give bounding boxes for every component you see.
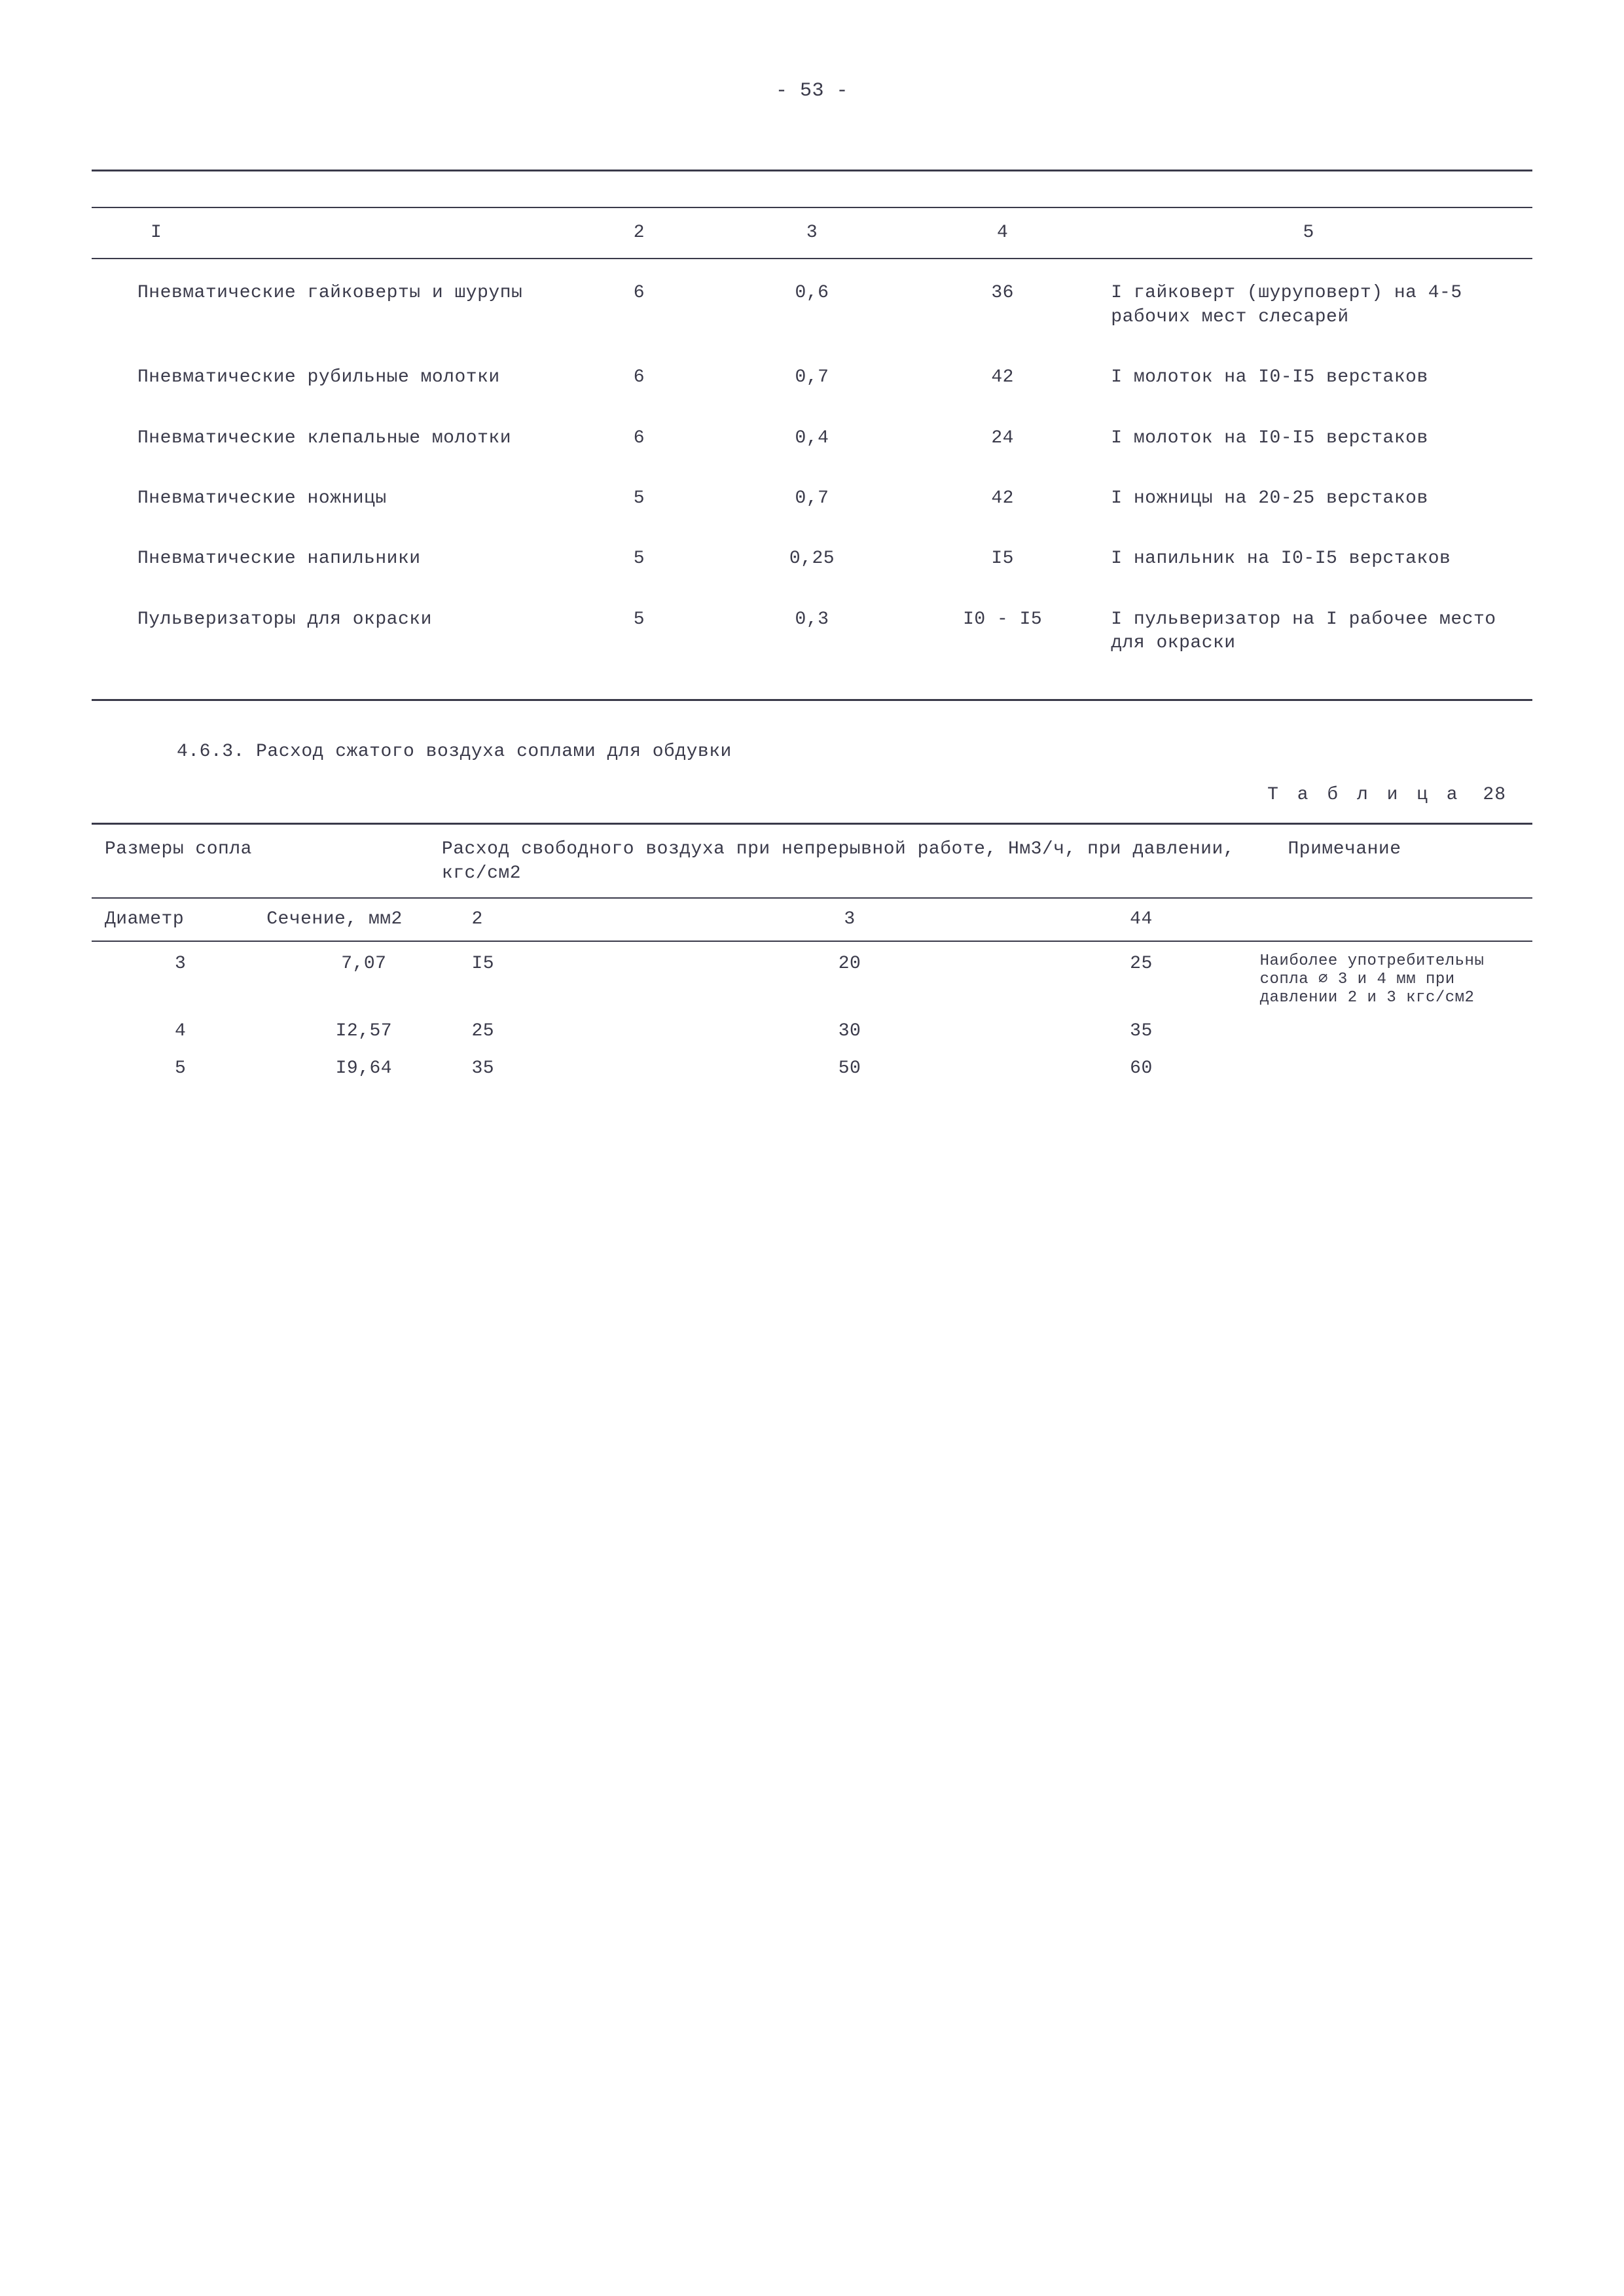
table-row: Пневматические рубильные молотки 6 0,7 4…	[92, 348, 1532, 408]
note: I молоток на I0-I5 верстаков	[1104, 366, 1513, 389]
rule	[92, 207, 1532, 208]
col-header: I	[111, 221, 555, 245]
caption-word: Т а б л и ц а	[1267, 785, 1461, 805]
cell: 5	[568, 608, 710, 632]
table-header-row: Размеры сопла Расход свободного воздуха …	[92, 830, 1532, 893]
col-header: Сече­ние, мм2	[266, 908, 461, 931]
rule	[92, 170, 1532, 171]
table-row: 3 7,07 I5 20 25 Наиболее употребите­льны…	[92, 946, 1532, 1013]
note: I напильник на I0-I5 верстаков	[1104, 547, 1513, 571]
rule	[92, 897, 1532, 899]
cell: 25	[1033, 952, 1249, 976]
cell: 0,7	[723, 366, 901, 389]
cell: I2,57	[266, 1020, 461, 1043]
cell: 25	[472, 1020, 666, 1043]
cell: I9,64	[266, 1057, 461, 1081]
col-header: 3	[723, 221, 901, 245]
rule	[92, 941, 1532, 942]
cell: 4	[105, 1020, 256, 1043]
cell: 35	[472, 1057, 666, 1081]
table-row: 4 I2,57 25 30 35	[92, 1013, 1532, 1050]
section-title: 4.6.3. Расход сжатого воздуха соплами дл…	[92, 740, 1532, 764]
cell: 7,07	[266, 952, 461, 976]
note: I пульвериза­тор на I рабо­чее место для…	[1104, 608, 1513, 656]
cell: 3	[105, 952, 256, 976]
cell: 42	[914, 487, 1091, 511]
cell: I5	[914, 547, 1091, 571]
note: I гайковерт (шуруповерт) на 4-5 рабочих …	[1104, 281, 1513, 329]
cell: 0,7	[723, 487, 901, 511]
note: I молоток на I0-I5 верстаков	[1104, 427, 1513, 450]
tool-name: Пневматические клепальные мо­лотки	[111, 427, 555, 450]
col-header: Приме­чание	[1288, 838, 1520, 886]
cell: 30	[677, 1020, 1023, 1043]
cell: 6	[568, 366, 710, 389]
col-header: Диа­метр	[105, 908, 256, 931]
table-row: Пневматические ножницы 5 0,7 42 I ножниц…	[92, 469, 1532, 529]
cell: 36	[914, 281, 1091, 305]
tools-table: I 2 3 4 5 Пневматические гайковерты и шу…	[92, 170, 1532, 701]
col-header: 5	[1104, 221, 1513, 245]
table-row: 5 I9,64 35 50 60	[92, 1050, 1532, 1087]
cell: I5	[472, 952, 666, 976]
tool-name: Пневматические рубильные молотки	[111, 366, 555, 389]
cell: 0,25	[723, 547, 901, 571]
table-header-row: I 2 3 4 5	[92, 212, 1532, 254]
tool-name: Пневматические гайковерты и шурупы	[111, 281, 555, 305]
table-row: Пневматические гайковерты и шурупы 6 0,6…	[92, 263, 1532, 348]
rule	[92, 699, 1532, 701]
table-caption: Т а б л и ц а 28	[92, 783, 1532, 807]
cell: 6	[568, 281, 710, 305]
page-number: - 53 -	[92, 79, 1532, 104]
cell: 24	[914, 427, 1091, 450]
cell: I0 - I5	[914, 608, 1091, 632]
col-header: 2	[568, 221, 710, 245]
table-row: Пневматические клепальные мо­лотки 6 0,4…	[92, 408, 1532, 469]
nozzle-table: Размеры сопла Расход свободного воздуха …	[92, 823, 1532, 1087]
table-number: 28	[1483, 785, 1506, 805]
table-note: Наиболее употребите­льны сопла ⌀ 3 и 4 м…	[1260, 952, 1519, 1007]
tool-name: Пневматические напильники	[111, 547, 555, 571]
cell: 42	[914, 366, 1091, 389]
tool-name: Пневматические ножницы	[111, 487, 555, 511]
cell: 5	[105, 1057, 256, 1081]
col-header: Размеры сопла	[105, 838, 429, 886]
rule	[92, 823, 1532, 825]
cell: 5	[568, 547, 710, 571]
table-row: Пневматические напильники 5 0,25 I5 I на…	[92, 529, 1532, 589]
cell: 6	[568, 427, 710, 450]
cell: 50	[677, 1057, 1023, 1081]
cell: 0,4	[723, 427, 901, 450]
cell: 5	[568, 487, 710, 511]
col-header: Расход свободного воздуха при непрерывно…	[442, 838, 1275, 886]
table-subheader-row: Диа­метр Сече­ние, мм2 2 3 44	[92, 903, 1532, 937]
col-header: 2	[472, 908, 666, 931]
tool-name: Пульверизаторы для окраски	[111, 608, 555, 632]
table-row: Пульверизаторы для окраски 5 0,3 I0 - I5…	[92, 590, 1532, 674]
cell: 20	[677, 952, 1023, 976]
cell: 60	[1033, 1057, 1249, 1081]
col-header: 4	[914, 221, 1091, 245]
col-header: 3	[677, 908, 1023, 931]
col-header: 44	[1033, 908, 1249, 931]
rule	[92, 258, 1532, 259]
cell: 0,6	[723, 281, 901, 305]
cell: 35	[1033, 1020, 1249, 1043]
note: I ножницы на 20-25 верстаков	[1104, 487, 1513, 511]
cell: 0,3	[723, 608, 901, 632]
